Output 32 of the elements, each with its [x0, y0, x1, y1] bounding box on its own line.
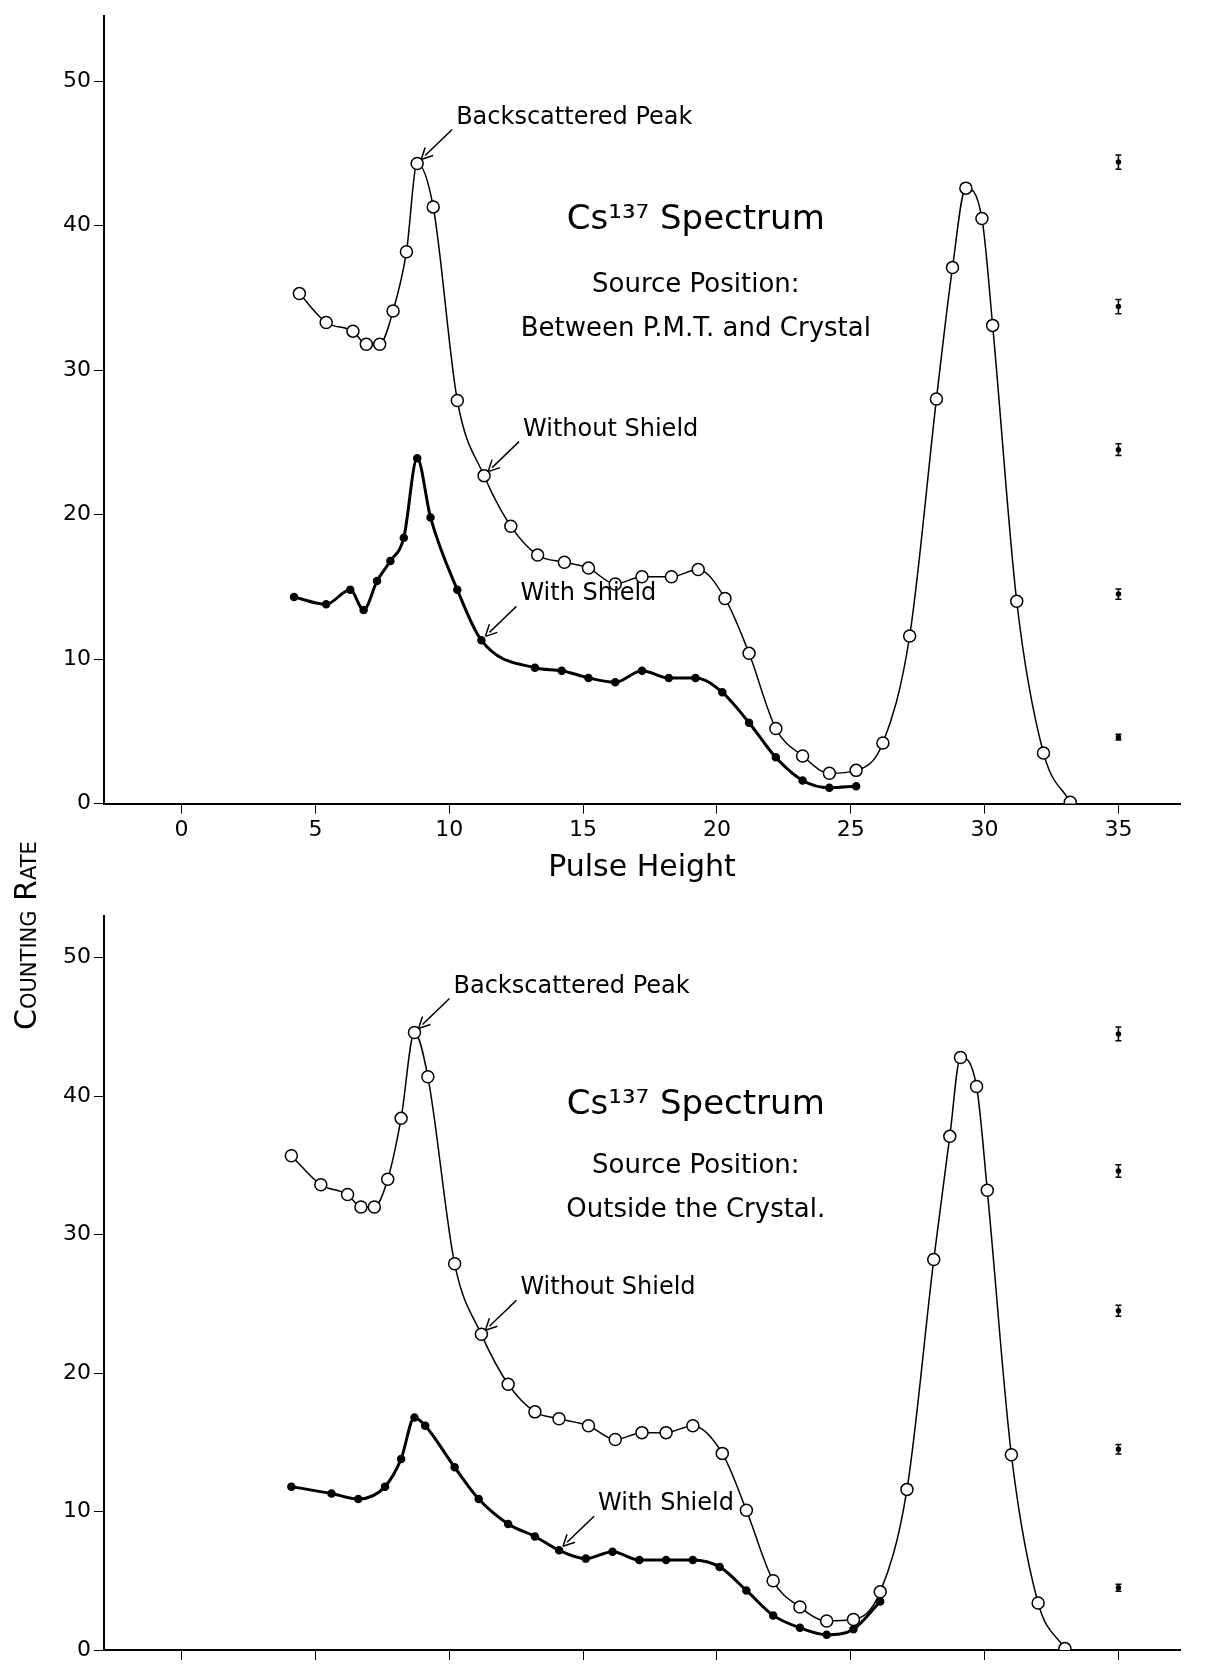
y-axis-title: Counting Rate: [8, 841, 43, 1030]
annotation: Backscattered Peak: [453, 970, 690, 999]
x-tick-label: 30: [970, 815, 999, 841]
x-tick-label: 25: [836, 815, 865, 841]
y-tick-label: 50: [62, 66, 91, 92]
y-tick-label: 40: [62, 211, 91, 237]
x-tick-label: 5: [308, 815, 323, 841]
x-tick-label: 10: [435, 815, 464, 841]
x-tick-label: 20: [702, 815, 731, 841]
y-tick-label: 30: [62, 355, 91, 381]
annotation: Backscattered Peak: [456, 101, 693, 130]
text: Source Position: Outside the Crystal.: [566, 1149, 826, 1224]
y-tick-label: 0: [76, 789, 91, 815]
x-tick-label: 35: [1104, 815, 1133, 841]
annotation: With Shield: [520, 578, 657, 607]
x-tick-label: 15: [569, 815, 598, 841]
y-tick-label: 10: [62, 1497, 91, 1523]
annotation: With Shield: [598, 1488, 734, 1517]
y-tick-label: 20: [62, 1358, 91, 1384]
text: Cs¹³⁷ Spectrum: [566, 196, 825, 237]
y-tick-label: 40: [62, 1081, 91, 1107]
y-tick-label: 20: [62, 500, 91, 526]
y-tick-label: 0: [76, 1635, 91, 1661]
annotation: Without Shield: [520, 1272, 696, 1301]
x-tick-label: 0: [174, 815, 189, 841]
y-tick-label: 10: [62, 644, 91, 670]
y-tick-label: 30: [62, 1220, 91, 1246]
text: Cs¹³⁷ Spectrum: [566, 1082, 825, 1123]
x-axis-title: Pulse Height: [548, 847, 737, 883]
annotation: Without Shield: [523, 413, 699, 442]
y-tick-label: 50: [62, 943, 91, 969]
text: Source Position: Between P.M.T. and Crystal: [520, 267, 871, 342]
